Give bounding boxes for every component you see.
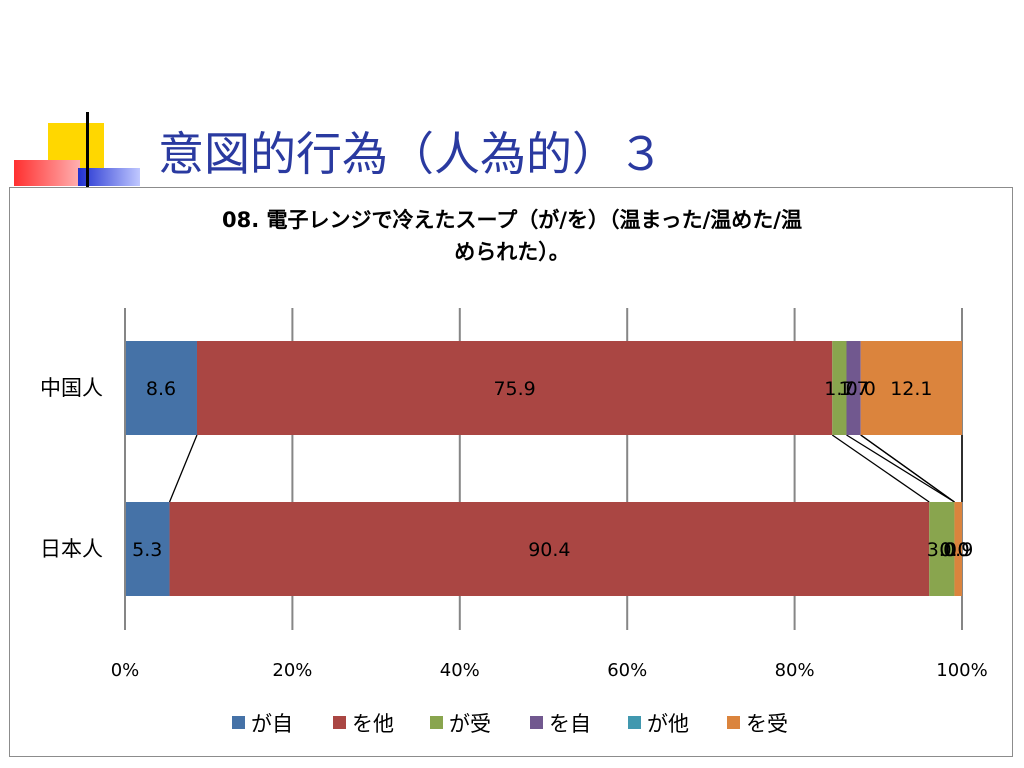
bar-segment bbox=[832, 341, 847, 435]
bar-segment bbox=[125, 341, 197, 435]
legend-label: が受 bbox=[449, 712, 491, 736]
bar-segment bbox=[196, 341, 833, 435]
data-label: 3.0 bbox=[927, 539, 957, 561]
data-label: 0.0 bbox=[939, 539, 969, 561]
x-tick-label: 80% bbox=[775, 660, 815, 681]
legend-label: が他 bbox=[647, 712, 689, 736]
title-decoration-red-bar bbox=[14, 160, 80, 186]
legend-swatch bbox=[232, 716, 245, 729]
series-line bbox=[846, 434, 955, 503]
legend-swatch bbox=[628, 716, 641, 729]
data-label: 8.6 bbox=[146, 378, 176, 400]
x-tick-label: 0% bbox=[111, 660, 140, 681]
x-tick-label: 60% bbox=[607, 660, 647, 681]
x-tick-label: 100% bbox=[936, 660, 987, 681]
data-label: 75.9 bbox=[493, 378, 535, 400]
data-label: 5.3 bbox=[132, 539, 162, 561]
category-label: 日本人 bbox=[40, 537, 103, 561]
bar-segment bbox=[169, 502, 930, 596]
slide-title: 意図的行為（人為的）３ bbox=[158, 127, 664, 181]
data-label: 0.0 bbox=[939, 539, 969, 561]
bar-segment bbox=[954, 502, 962, 596]
chart-title-line-2: められた）。 bbox=[454, 240, 570, 264]
bar-segment bbox=[125, 502, 170, 596]
legend-label: が自 bbox=[251, 712, 293, 736]
data-label: 1.7 bbox=[824, 378, 854, 400]
chart-title: 08. 電子レンジで冷えたスープ（が/を）（温まった/温めた/温 められた）。 bbox=[0, 204, 1024, 268]
legend-label: を自 bbox=[549, 712, 591, 736]
legend-label: を他 bbox=[352, 712, 394, 736]
chart-title-line-1: 08. 電子レンジで冷えたスープ（が/を）（温まった/温めた/温 bbox=[222, 208, 802, 232]
series-line bbox=[168, 434, 198, 503]
legend-swatch bbox=[333, 716, 346, 729]
x-tick-label: 40% bbox=[440, 660, 480, 681]
title-decoration-blue-bar bbox=[78, 168, 140, 186]
legend-label: を受 bbox=[746, 712, 788, 736]
legend-swatch bbox=[530, 716, 543, 729]
category-label: 中国人 bbox=[40, 376, 103, 400]
data-label: 0.9 bbox=[943, 539, 973, 561]
bar-segment bbox=[929, 502, 955, 596]
series-line bbox=[860, 434, 955, 503]
bar-segment bbox=[846, 341, 861, 435]
data-label: 12.1 bbox=[890, 378, 932, 400]
data-label: 0.0 bbox=[846, 378, 876, 400]
title-decoration-vertical-line bbox=[86, 112, 89, 190]
chart-frame bbox=[9, 187, 1013, 757]
data-label: 1.7 bbox=[838, 378, 868, 400]
x-tick-label: 20% bbox=[272, 660, 312, 681]
legend-swatch bbox=[430, 716, 443, 729]
legend-swatch bbox=[727, 716, 740, 729]
bar-segment bbox=[860, 341, 962, 435]
series-line bbox=[831, 434, 930, 503]
data-label: 90.4 bbox=[528, 539, 570, 561]
